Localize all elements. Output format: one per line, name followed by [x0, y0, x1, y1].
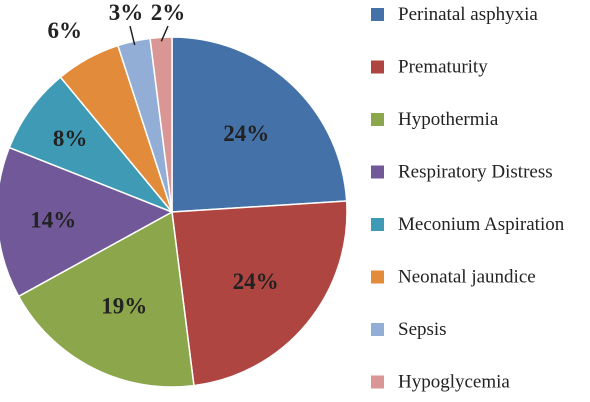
legend-label-prematurity: Prematurity [398, 57, 488, 78]
legend: Perinatal asphyxia Prematurity Hypothermia… [371, 4, 565, 393]
leader-line-hypoglycemia [160, 25, 169, 42]
pie-slice-prematurity [171, 200, 348, 387]
legend-swatch-sepsis [371, 323, 384, 336]
legend-label-perinatal-asphyxia: Perinatal asphyxia [398, 4, 538, 25]
legend-label-hypoglycemia: Hypoglycemia [398, 372, 510, 393]
legend-label-sepsis: Sepsis [398, 319, 447, 340]
pie-slice-perinatal-asphyxia [171, 36, 348, 213]
leader-line-sepsis [129, 25, 136, 46]
leader-lines [129, 25, 169, 46]
data-label-sepsis: 3% [109, 0, 144, 25]
legend-swatch-meconium-aspiration [371, 218, 384, 231]
legend-label-hypothermia: Hypothermia [398, 109, 499, 130]
data-label-hypoglycemia: 2% [151, 0, 186, 25]
data-label-perinatal-asphyxia: 24% [223, 121, 269, 146]
data-label-neonatal-jaundice: 6% [48, 18, 83, 43]
pie-slice-hypoglycemia [149, 36, 173, 213]
legend-label-meconium-aspiration: Meconium Aspiration [398, 214, 565, 235]
data-label-hypothermia: 19% [101, 294, 147, 319]
data-label-meconium-aspiration: 8% [53, 126, 88, 151]
legend-swatch-respiratory-distress [371, 165, 384, 179]
legend-swatch-perinatal-asphyxia [371, 8, 384, 21]
pie-slice-hypothermia [17, 210, 195, 388]
legend-swatch-neonatal-jaundice [371, 270, 384, 284]
pie-slice-respiratory-distress [0, 146, 174, 298]
data-label-respiratory-distress: 14% [30, 208, 76, 233]
data-label-prematurity: 24% [233, 269, 279, 294]
legend-label-respiratory-distress: Respiratory Distress [398, 162, 553, 183]
legend-swatch-hypothermia [371, 113, 384, 126]
pie-slices [0, 36, 348, 388]
legend-swatch-hypoglycemia [371, 375, 384, 389]
legend-swatch-prematurity [371, 60, 384, 74]
data-labels: 24% 24% 19% 14% 8% 6% 3% 2% [30, 0, 278, 319]
legend-label-neonatal-jaundice: Neonatal jaundice [398, 267, 536, 288]
